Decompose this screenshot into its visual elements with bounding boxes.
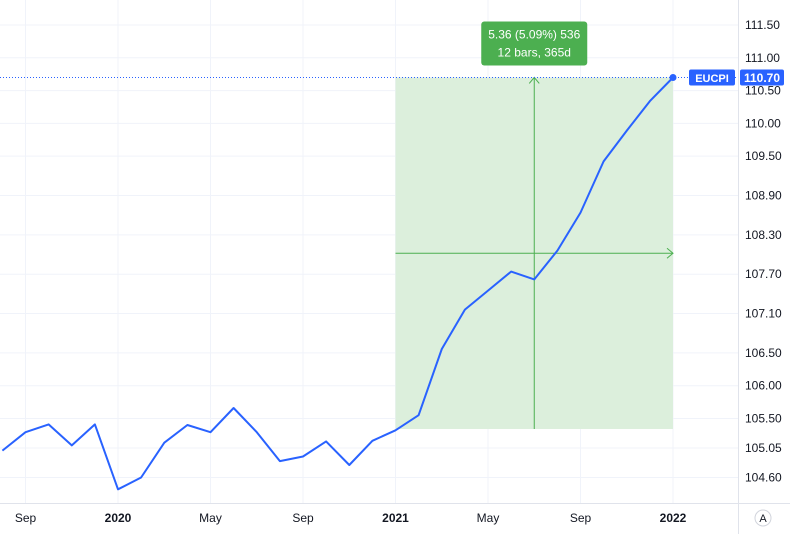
auto-scale-button[interactable] xyxy=(754,509,772,527)
last-point-marker[interactable] xyxy=(669,73,677,81)
measure-label-box xyxy=(481,21,588,66)
eucpi-series-line[interactable] xyxy=(1,76,674,491)
y-tick-label: 105.50 xyxy=(745,411,782,425)
x-tick-label: Sep xyxy=(570,511,592,525)
y-tick-label: 107.70 xyxy=(745,267,782,281)
y-tick-label: 108.30 xyxy=(745,228,782,242)
x-tick-label: 2021 xyxy=(382,511,409,525)
y-tick-label: 110.50 xyxy=(745,84,781,98)
x-tick-label: Sep xyxy=(15,511,37,525)
x-tick-label: 2022 xyxy=(660,511,687,525)
y-tick-label: 111.50 xyxy=(745,18,780,32)
symbol-tag-bg xyxy=(689,69,735,86)
y-tick-label: 106.00 xyxy=(745,379,782,393)
x-tick-label: May xyxy=(477,511,500,525)
time-axis[interactable]: Sep 2020 May Sep 2021 May Sep 2022 A xyxy=(0,503,790,527)
y-tick-label: 107.10 xyxy=(745,307,782,321)
price-axis[interactable]: 111.50 111.00 110.50 110.00 109.50 108.90 108.… xyxy=(738,0,783,534)
symbol-tag-label: EUCPI xyxy=(695,73,729,85)
measure-label-change: 5.36 (5.09%) 536 xyxy=(488,27,580,41)
last-value-tag-bg xyxy=(740,69,784,86)
y-tick-label: 111.00 xyxy=(745,51,780,65)
y-tick-label: 105.05 xyxy=(745,441,782,455)
last-value-label: 110.70 xyxy=(744,71,780,85)
x-tick-label: Sep xyxy=(292,511,314,525)
y-tick-label: 109.50 xyxy=(745,149,782,163)
y-tick-label: 108.90 xyxy=(745,189,782,203)
y-tick-label: 106.50 xyxy=(745,346,782,360)
measure-label-bars: 12 bars, 365d xyxy=(498,45,571,59)
series-layer[interactable] xyxy=(0,73,738,491)
y-tick-label: 110.00 xyxy=(745,116,781,130)
x-tick-label: May xyxy=(199,511,222,525)
y-tick-label: 104.60 xyxy=(745,471,782,485)
labels-layer: 5.36 (5.09%) 536 12 bars, 365d EUCPI 110.70 xyxy=(481,21,784,86)
measure-arrow-right-icon xyxy=(666,247,674,259)
x-tick-label: 2020 xyxy=(105,511,132,525)
measure-layer xyxy=(395,76,674,429)
auto-scale-button-label[interactable]: A xyxy=(759,513,767,525)
